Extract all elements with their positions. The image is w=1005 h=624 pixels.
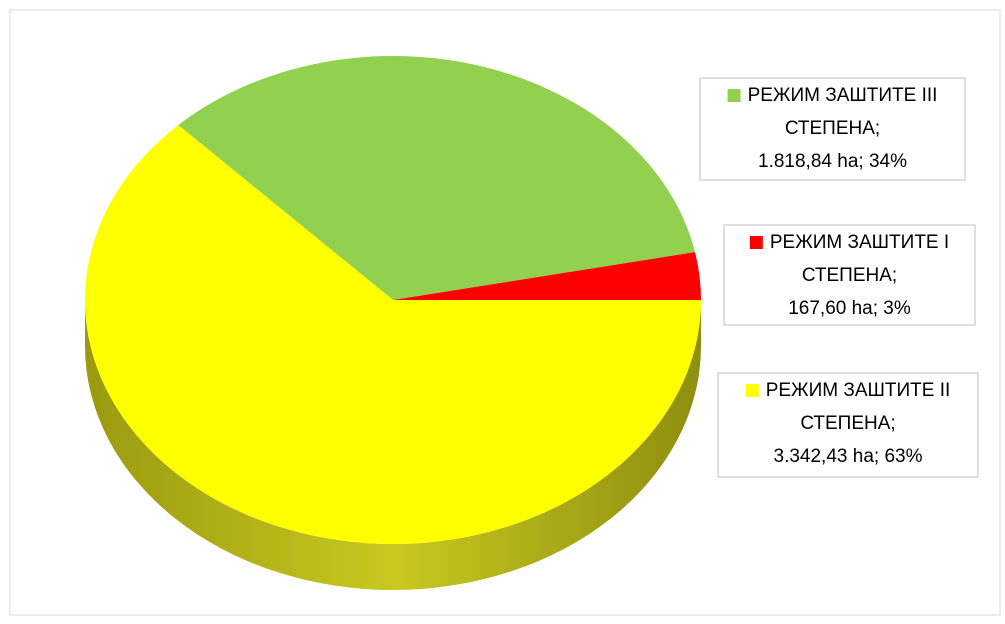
category-line: СТЕПЕНА; — [785, 118, 880, 139]
legend-marker — [727, 89, 741, 102]
label-box — [723, 224, 976, 326]
data-label: РЕЖИМ ЗАШТИТЕ II СТЕПЕНА; 3.342,43 ha; 63% — [717, 372, 979, 478]
category-line: СТЕПЕНА; — [800, 413, 895, 434]
value-label: 1.818,84 ha; 34% — [758, 151, 907, 172]
label-box — [717, 372, 979, 478]
data-label: РЕЖИМ ЗАШТИТЕ I СТЕПЕНА; 167,60 ha; 3% — [723, 224, 976, 326]
legend-marker — [749, 236, 763, 249]
pie-side — [85, 300, 701, 590]
label-box — [699, 77, 966, 181]
category-line: РЕЖИМ ЗАШТИТЕ II — [766, 380, 951, 401]
pie-slice — [178, 56, 696, 301]
value-label: 3.342,43 ha; 63% — [774, 446, 923, 467]
category-label: РЕЖИМ ЗАШТИТЕ I СТЕПЕНА; — [770, 232, 949, 286]
pie-slice — [393, 252, 701, 300]
category-line: СТЕПЕНА; — [802, 265, 897, 286]
pie-slice — [84, 125, 701, 544]
category-label: РЕЖИМ ЗАШТИТЕ II СТЕПЕНА; — [766, 380, 951, 434]
legend-marker — [745, 384, 759, 397]
category-label: РЕЖИМ ЗАШТИТЕ III СТЕПЕНА; — [748, 85, 938, 139]
value-label: 167,60 ha; 3% — [788, 298, 911, 319]
category-line: РЕЖИМ ЗАШТИТЕ I — [770, 232, 949, 253]
data-label: РЕЖИМ ЗАШТИТЕ III СТЕПЕНА; 1.818,84 ha; 34… — [699, 77, 966, 181]
category-line: РЕЖИМ ЗАШТИТЕ III — [748, 85, 938, 106]
